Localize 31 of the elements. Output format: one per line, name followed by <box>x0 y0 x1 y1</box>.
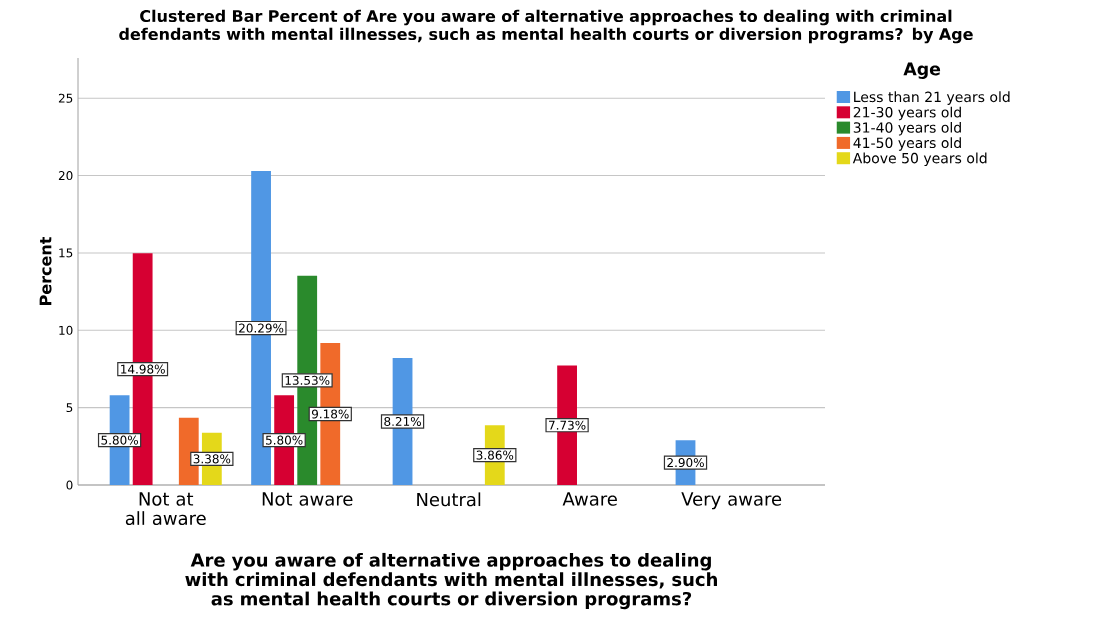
y-tick-label: 25 <box>58 93 73 103</box>
data-label: 9.18% <box>311 409 349 419</box>
chart-title: Clustered Bar Percent of Are you aware of alternative approaches to dealing with criminal defendants with mental illnesses, such as mental health courts or diversion programs? by Age <box>119 9 973 44</box>
data-label: 14.98% <box>121 364 165 374</box>
y-axis-title: Percent <box>39 236 52 305</box>
x-tick-label: Not at all aware <box>125 492 206 526</box>
data-label: 5.80% <box>101 435 138 445</box>
data-label: 3.86% <box>476 450 514 460</box>
data-label: 13.53% <box>285 375 330 385</box>
legend-label: 41-50 years old <box>853 137 961 151</box>
x-tick-label: Aware <box>562 492 617 506</box>
data-label: 5.80% <box>266 435 303 445</box>
y-tick-label: 15 <box>59 248 73 258</box>
y-tick-label: 5 <box>66 403 73 413</box>
data-label: 7.73% <box>549 420 586 430</box>
x-tick-label: Very aware <box>681 492 782 510</box>
legend-label: 31-40 years old <box>853 121 961 136</box>
data-label: 3.38% <box>193 454 231 464</box>
legend-label: Less than 21 years old <box>854 91 1010 105</box>
x-tick-label: Neutral <box>417 492 481 507</box>
y-tick-label: 20 <box>58 171 73 181</box>
legend-title: Age <box>903 62 941 79</box>
y-tick-label: 10 <box>59 325 73 335</box>
legend-label: Above 50 years old <box>852 152 987 167</box>
data-label: 2.90% <box>667 458 704 468</box>
x-axis-title: Are you aware of alternative approaches to dealing with criminal defendants with mental illnesses, such as mental health courts or diversion programs? <box>185 552 717 610</box>
y-tick-label: 0 <box>66 480 73 490</box>
data-label: 8.21% <box>384 416 421 427</box>
x-tick-label: Not aware <box>262 492 353 506</box>
data-label: 20.29% <box>239 323 284 333</box>
legend-label: 21-30 years old <box>853 106 961 121</box>
